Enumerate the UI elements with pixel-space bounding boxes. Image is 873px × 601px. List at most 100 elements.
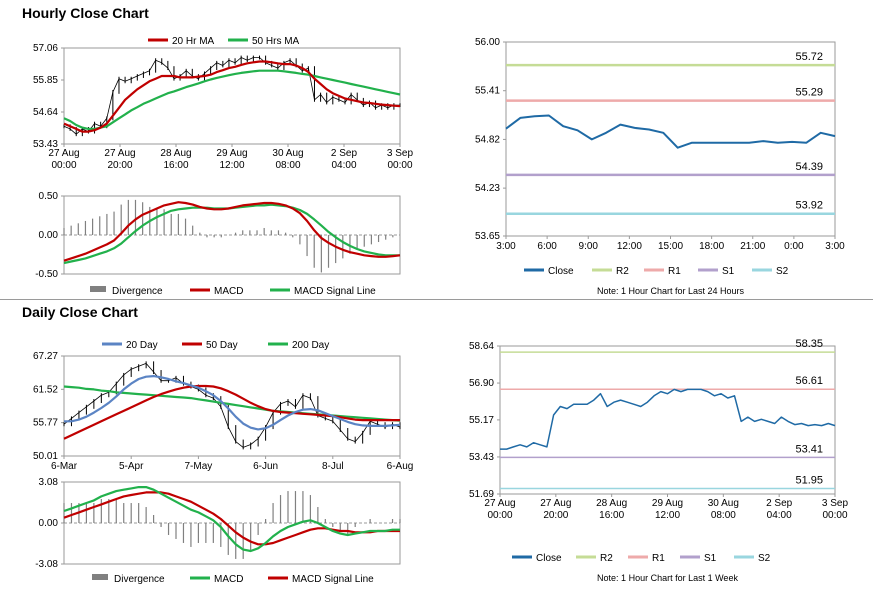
daily-levels-x-tick: 08:00 [711, 510, 736, 521]
hourly-levels-legend: Close [548, 266, 574, 277]
hourly-levels-x-tick: 18:00 [699, 241, 724, 252]
daily-levels-x-tick: 29 Aug [652, 498, 683, 509]
hourly-price-x-tick: 00:00 [387, 160, 412, 171]
daily-level-s1-label: 53.41 [795, 443, 823, 455]
hourly-price-x-tick: 27 Aug [48, 148, 79, 159]
hourly-levels-legend: R1 [668, 266, 681, 277]
daily-levels-x-tick: 2 Sep [766, 498, 793, 509]
daily-macd-legend-swatch [92, 574, 108, 580]
daily-levels-note: Note: 1 Hour Chart for Last 1 Week [597, 573, 738, 583]
hourly-price-x-tick: 3 Sep [387, 148, 414, 159]
daily-price-x-tick: 7-May [185, 461, 213, 472]
daily-macd-line [63, 486, 400, 553]
daily-levels-legend: Close [536, 553, 562, 564]
hourly-price-x-tick: 28 Aug [160, 148, 191, 159]
hourly-price-x-tick: 29 Aug [216, 148, 247, 159]
daily-levels-x-tick: 27 Aug [484, 498, 515, 509]
daily-signal-line [63, 491, 400, 546]
daily-levels-x-tick: 12:00 [655, 510, 680, 521]
hourly-ma50-line [63, 69, 401, 130]
hourly-levels-legend: S1 [722, 266, 735, 277]
daily-levels-x-tick: 20:00 [543, 510, 568, 521]
hourly-levels-y-tick: 55.41 [475, 86, 500, 97]
hourly-levels-y-tick: 54.82 [475, 134, 500, 145]
hourly-levels-y-tick: 54.23 [475, 183, 500, 194]
hourly-levels-x-tick: 15:00 [658, 241, 683, 252]
hourly-close-line [505, 114, 836, 149]
daily-macd-legend: MACD Signal Line [292, 574, 374, 585]
daily-close-line [500, 388, 836, 450]
hourly-price-legend: 50 Hrs MA [252, 36, 300, 47]
daily-levels-x-tick: 30 Aug [708, 498, 739, 509]
hourly-section-title: Hourly Close Chart [22, 5, 149, 21]
daily-price-legend: 50 Day [206, 340, 238, 351]
hourly-levels-x-tick: 21:00 [740, 241, 765, 252]
daily-macd-y-tick: 3.08 [39, 477, 59, 488]
hourly-macd-line [63, 201, 401, 262]
section-divider [0, 299, 873, 300]
hourly-price-x-tick: 12:00 [219, 160, 244, 171]
daily-ma50-line [63, 384, 400, 440]
hourly-ma20-line [63, 60, 401, 133]
daily-macd-y-tick: 0.00 [39, 518, 59, 529]
daily-price-y-tick: 55.77 [33, 418, 58, 429]
hourly-macd-y-tick: 0.50 [39, 191, 59, 202]
hourly-level-s1-label: 54.39 [795, 161, 823, 173]
hourly-levels-y-tick: 56.00 [475, 37, 500, 48]
daily-price-frame [63, 355, 401, 457]
hourly-levels-legend: R2 [616, 266, 629, 277]
daily-levels-x-tick: 16:00 [599, 510, 624, 521]
hourly-price-bar-line [63, 57, 400, 135]
daily-section-title: Daily Close Chart [22, 304, 138, 320]
hourly-price-x-tick: 04:00 [331, 160, 356, 171]
hourly-price-x-tick: 00:00 [51, 160, 76, 171]
daily-levels-y-tick: 56.90 [469, 378, 494, 389]
hourly-price-x-tick: 16:00 [163, 160, 188, 171]
hourly-levels-x-tick: 3:00 [496, 241, 516, 252]
daily-price-x-tick: 6-Jun [253, 461, 278, 472]
hourly-macd-legend: MACD [214, 286, 243, 297]
daily-levels-y-tick: 55.17 [469, 415, 494, 426]
hourly-macd-legend: MACD Signal Line [294, 286, 376, 297]
hourly-level-r2-label: 55.72 [795, 51, 823, 63]
hourly-price-y-tick: 53.43 [33, 139, 58, 150]
hourly-price-x-tick: 08:00 [275, 160, 300, 171]
hourly-price-y-tick: 57.06 [33, 43, 58, 54]
daily-macd-legend: MACD [214, 574, 243, 585]
daily-levels-x-tick: 27 Aug [540, 498, 571, 509]
hourly-macd-legend: Divergence [112, 286, 163, 297]
daily-levels-x-tick: 04:00 [767, 510, 792, 521]
daily-levels-y-tick: 53.43 [469, 452, 494, 463]
daily-levels-y-tick: 58.64 [469, 341, 494, 352]
hourly-levels-legend: S2 [776, 266, 789, 277]
hourly-price-x-tick: 27 Aug [104, 148, 135, 159]
hourly-level-s2-label: 53.92 [795, 200, 823, 212]
daily-price-x-tick: 5-Apr [119, 461, 144, 472]
daily-macd-legend: Divergence [114, 574, 165, 585]
daily-price-x-tick: 8-Jul [322, 461, 344, 472]
daily-level-r1-label: 56.61 [795, 375, 823, 387]
daily-level-r2-label: 58.35 [795, 338, 823, 350]
hourly-levels-y-tick: 53.65 [475, 231, 500, 242]
hourly-price-x-tick: 30 Aug [272, 148, 303, 159]
hourly-levels-x-tick: 12:00 [617, 241, 642, 252]
daily-price-bar-line [63, 362, 401, 448]
hourly-macd-y-tick: 0.00 [39, 230, 59, 241]
hourly-price-legend: 20 Hr MA [172, 36, 215, 47]
hourly-levels-x-tick: 6:00 [537, 241, 557, 252]
daily-ma20-line [64, 375, 401, 431]
daily-price-legend: 200 Day [292, 340, 329, 351]
daily-price-y-tick: 61.52 [33, 384, 58, 395]
hourly-levels-x-tick: 3:00 [825, 241, 845, 252]
daily-macd-y-tick: -3.08 [35, 559, 58, 570]
daily-price-legend: 20 Day [126, 340, 158, 351]
hourly-levels-note: Note: 1 Hour Chart for Last 24 Hours [597, 286, 745, 296]
daily-levels-x-tick: 00:00 [822, 510, 847, 521]
daily-level-s2-label: 51.95 [795, 474, 823, 486]
daily-levels-legend: S1 [704, 553, 717, 564]
daily-price-y-tick: 50.01 [33, 451, 58, 462]
daily-price-x-tick: 6-Aug [387, 461, 414, 472]
hourly-levels-x-tick: 9:00 [579, 241, 599, 252]
hourly-price-y-tick: 54.64 [33, 107, 58, 118]
